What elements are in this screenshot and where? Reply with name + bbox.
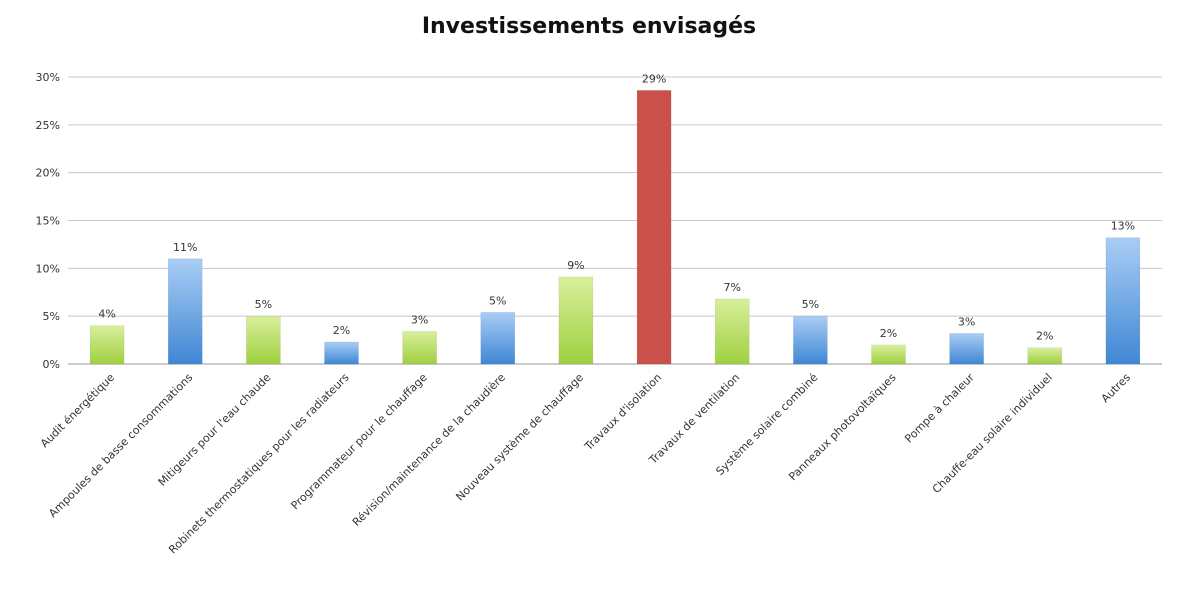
category-label: Robinets thermostatiques pour les radiat… [166,371,352,557]
y-tick-label: 5% [43,310,60,323]
data-label: 3% [958,315,975,328]
category-label: Travaux de ventilation [646,371,742,467]
data-label: 2% [880,327,897,340]
y-tick-label: 15% [36,215,60,228]
bar [89,325,125,365]
bar [949,333,984,365]
bar [871,344,906,365]
y-tick-label: 10% [36,262,60,275]
bars [89,90,1141,365]
data-label: 5% [489,294,506,307]
data-label: 4% [98,308,115,321]
data-label: 2% [333,324,350,337]
category-label: Révision/maintenance de la chaudière [350,371,508,529]
data-label: 29% [642,72,666,85]
bar [1105,237,1141,365]
category-label: Autres [1099,371,1134,406]
bar [167,258,203,365]
data-label: 9% [567,259,584,272]
bar [636,90,672,365]
data-label: 11% [173,241,197,254]
y-tick-label: 20% [36,167,60,180]
bar [480,312,516,365]
bar [1027,347,1063,365]
data-label: 13% [1111,220,1135,233]
grid-layer [68,76,1162,365]
category-label: Ampoules de basse consommations [46,371,195,520]
chart-title: Investissements envisagés [421,14,757,39]
data-label: 3% [411,313,428,326]
y-tick-label: 25% [36,119,60,132]
category-label: Programmateur pour le chauffage [289,371,430,512]
bar [558,276,594,365]
category-label: Pompe à chaleur [902,371,977,446]
data-label: 5% [255,298,272,311]
y-axis-ticks: 0% 5% 10% 15% 20% 25% 30% [36,71,60,371]
bar [246,315,281,365]
data-label: 2% [1036,330,1053,343]
category-label: Nouveau système de chauffage [453,371,586,504]
data-labels: 4% 11% 5% 2% 3% 5% 9% 29% 7% 5% 2% 3% 2% 13% [98,72,1135,342]
data-label: 7% [723,281,740,294]
y-tick-label: 0% [43,358,60,371]
y-tick-label: 30% [36,71,60,84]
bar [402,331,437,365]
bar [793,315,828,365]
data-label: 5% [802,298,819,311]
category-label: Audit énergétique [38,371,117,450]
bar [714,298,750,365]
bar [324,341,359,365]
category-label: Travaux d'isolation [581,371,664,454]
